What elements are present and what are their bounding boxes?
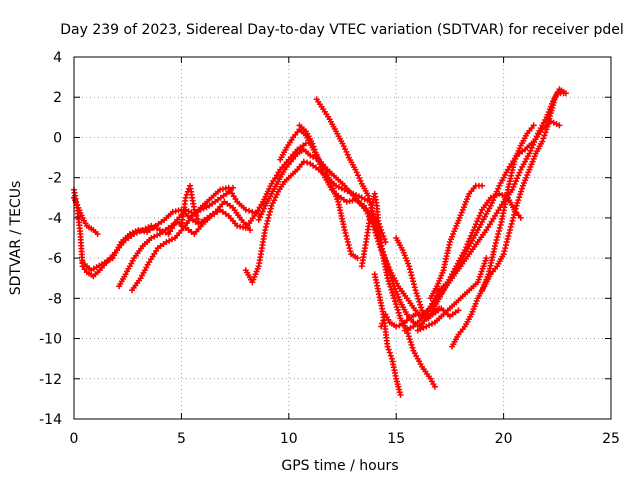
chart-title: Day 239 of 2023, Sidereal Day-to-day VTE…: [60, 22, 624, 38]
x-tick-label: 10: [280, 431, 298, 447]
y-tick-label: -4: [48, 211, 62, 227]
plus-markers: [414, 255, 490, 334]
plus-marker-path: [371, 271, 404, 398]
x-axis-label: GPS time / hours: [281, 458, 398, 474]
series-line: [380, 92, 565, 328]
series-line: [244, 160, 372, 284]
series-pass-20: [414, 255, 490, 334]
series-pass-19: [479, 122, 537, 294]
plus-markers: [129, 184, 236, 294]
y-tick-label: -12: [39, 372, 62, 388]
plus-marker-path: [427, 182, 486, 302]
x-tick-label: 5: [177, 431, 186, 447]
data-series-layer: [71, 86, 569, 398]
plus-marker-path: [414, 255, 490, 334]
plus-marker-path: [116, 140, 309, 290]
y-tick-label: 2: [53, 90, 62, 106]
y-tick-label: 0: [53, 130, 62, 146]
plus-marker-path: [393, 190, 524, 322]
y-tick-label: -2: [48, 171, 62, 187]
series-pass-15: [393, 190, 524, 322]
series-pass-5: [129, 184, 236, 294]
y-tick-label: 4: [53, 50, 62, 66]
plus-markers: [427, 182, 486, 302]
plus-marker-path: [358, 190, 438, 390]
series-pass-13: [371, 271, 404, 398]
plus-markers: [358, 190, 438, 390]
plus-marker-path: [79, 198, 254, 274]
plot-frame: [73, 56, 612, 420]
x-tick-label: 25: [602, 431, 620, 447]
series-line: [450, 88, 568, 348]
y-axis-label: SDTVAR / TECUs: [8, 181, 24, 296]
x-tick-label: 15: [387, 431, 405, 447]
plus-markers: [116, 140, 309, 290]
plus-marker-path: [479, 122, 537, 294]
plus-markers: [393, 190, 524, 322]
y-tick-label: -14: [39, 412, 62, 428]
series-pass-4: [116, 140, 309, 290]
y-tick-label: -6: [48, 251, 62, 267]
series-pass-17: [427, 182, 486, 302]
series-pass-6: [178, 182, 202, 229]
plus-marker-path: [178, 182, 202, 229]
plus-markers: [479, 122, 537, 294]
plus-markers: [79, 198, 254, 274]
series-pass-3: [79, 198, 254, 274]
plus-markers: [178, 182, 202, 229]
plus-markers: [371, 271, 404, 398]
series-pass-12: [358, 190, 438, 390]
x-tick-label: 20: [495, 431, 513, 447]
x-tick-label: 0: [70, 431, 79, 447]
y-tick-label: -10: [39, 332, 62, 348]
y-tick-label: -8: [48, 291, 62, 307]
plus-marker-path: [129, 184, 236, 294]
